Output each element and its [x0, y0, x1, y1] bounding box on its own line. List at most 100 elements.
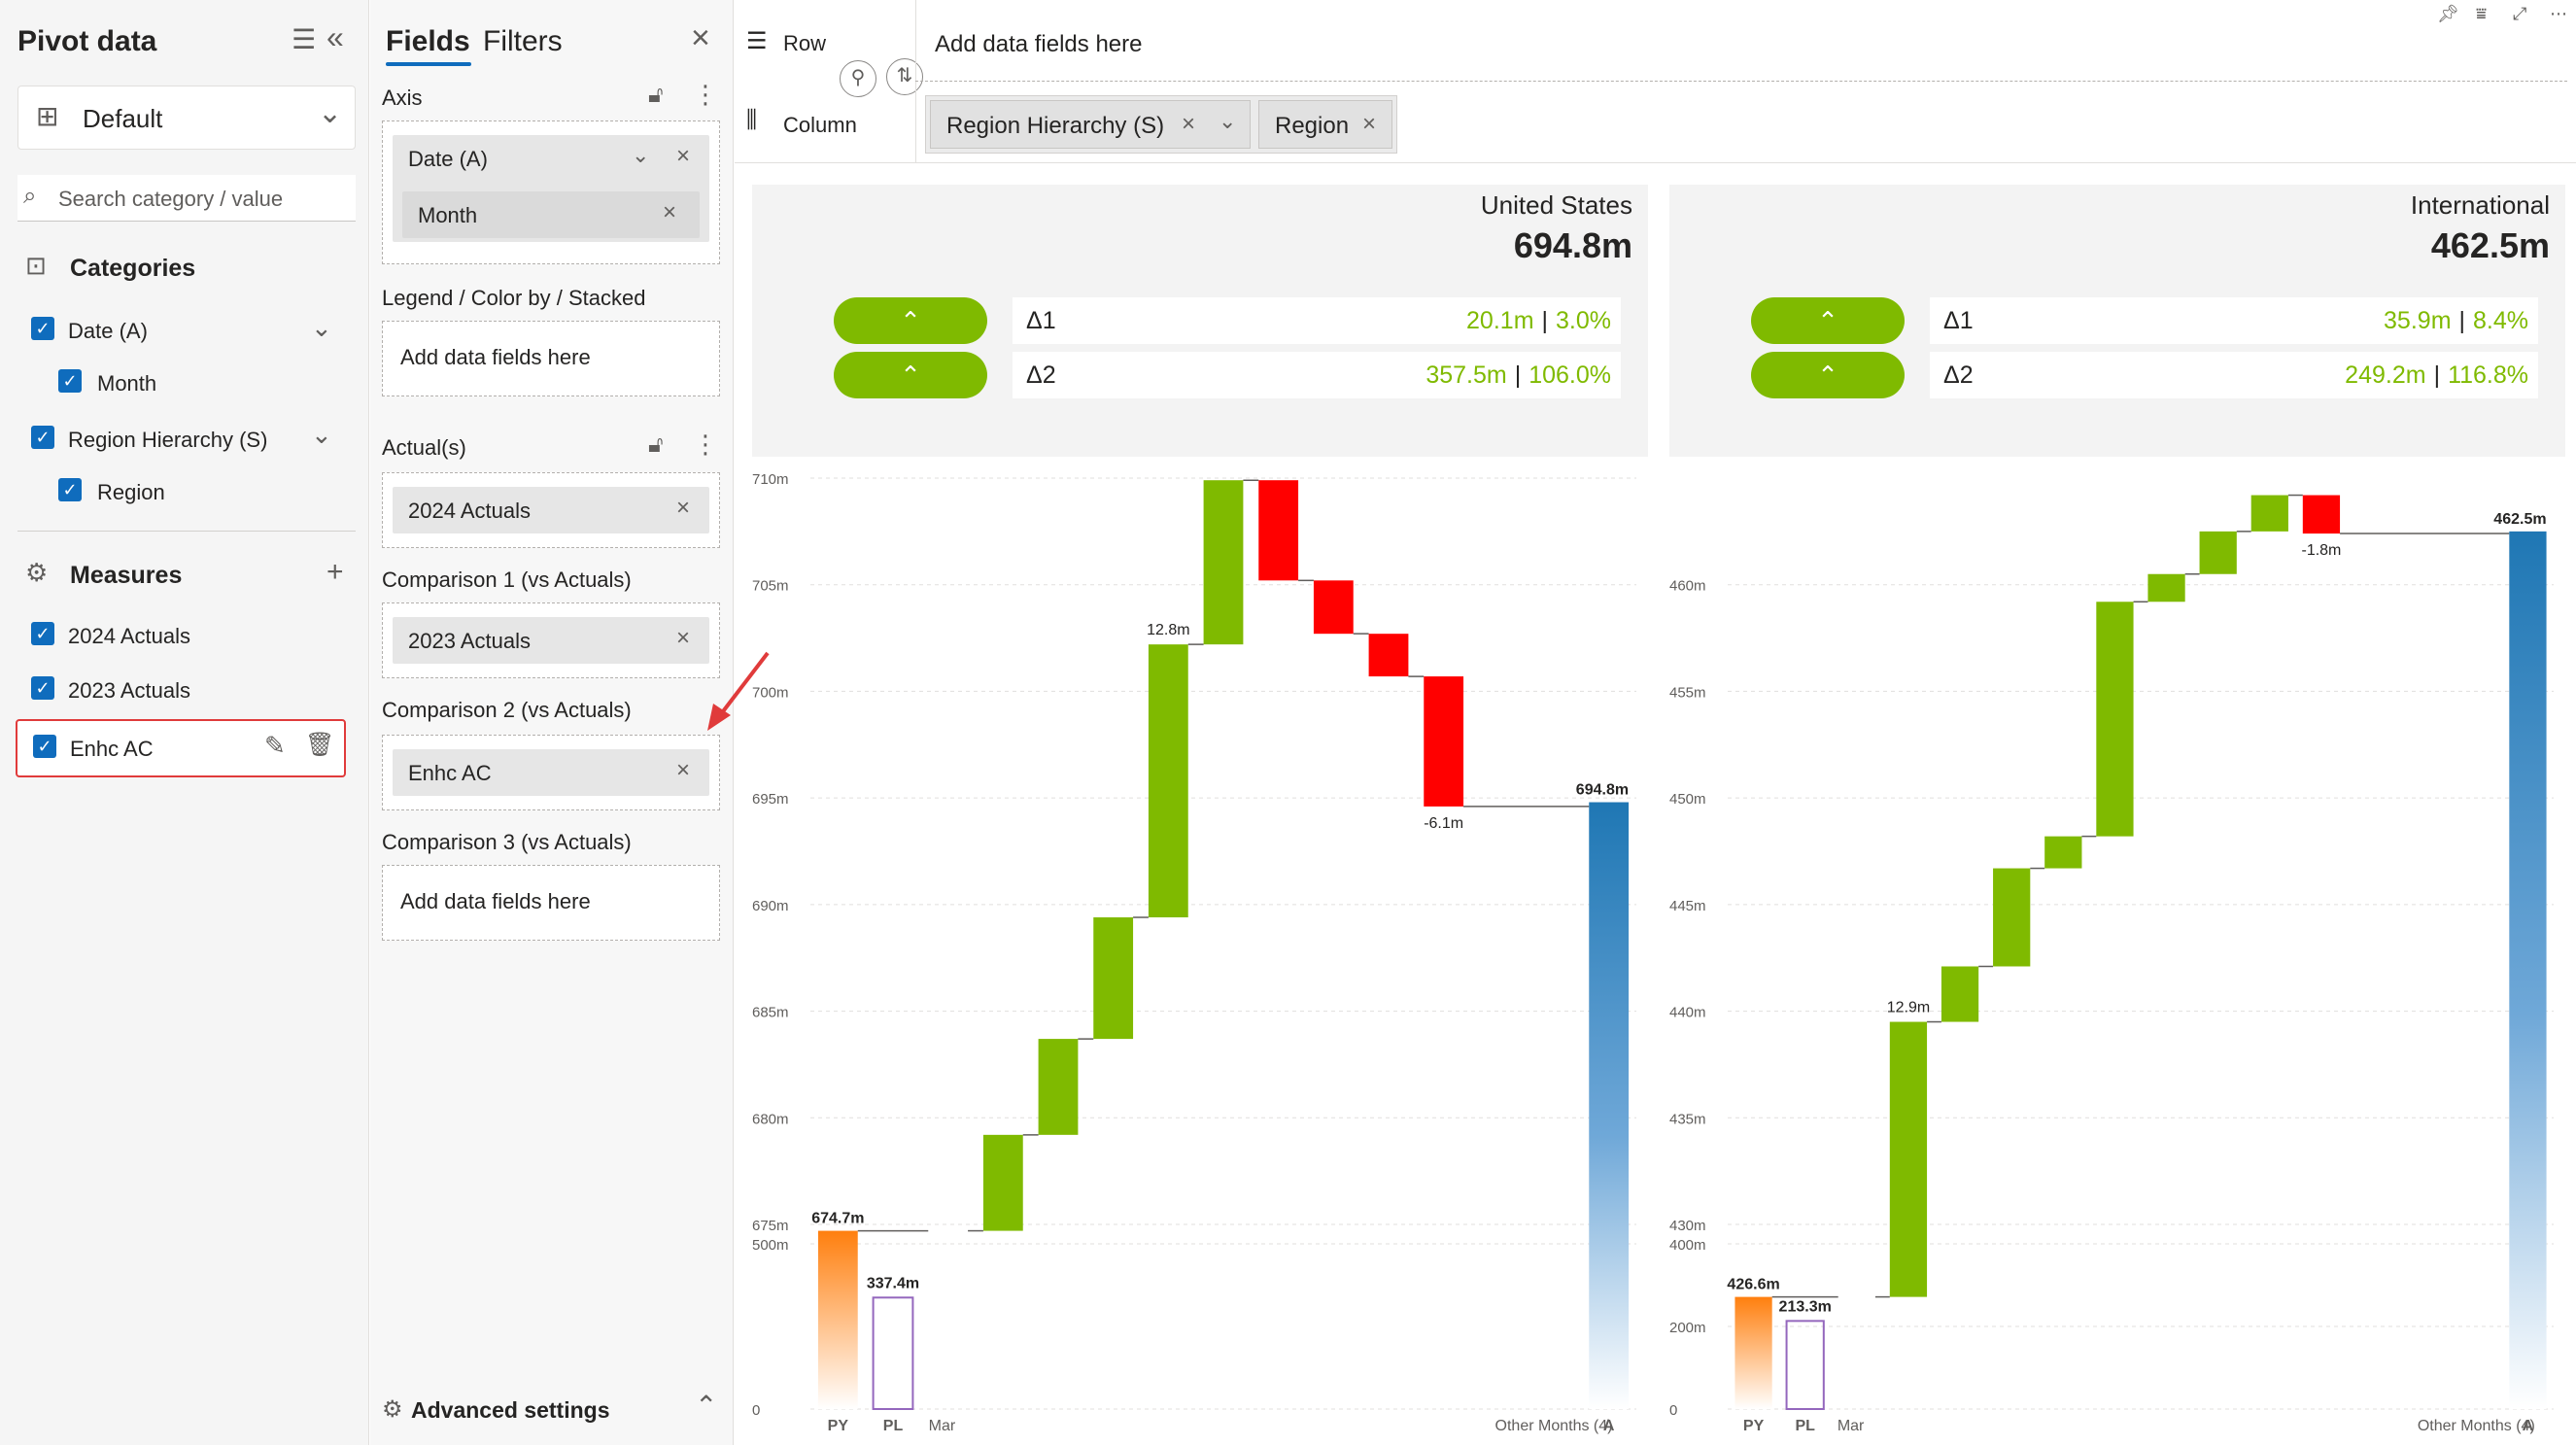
delta1-row: Δ1 35.9m | 8.4%	[1930, 297, 2538, 344]
legend-well[interactable]: Add data fields here	[382, 321, 720, 396]
measure-item-2024-actuals[interactable]: ✓ 2024 Actuals	[0, 618, 369, 657]
comparison3-well[interactable]: Add data fields here	[382, 865, 720, 941]
step-data-label: -1.8m	[2301, 542, 2341, 559]
y-tick-label: 675m	[752, 1218, 789, 1234]
swap-icon[interactable]: ⇅	[886, 58, 923, 95]
collapse-icon[interactable]: «	[326, 19, 344, 54]
close-icon[interactable]: ×	[691, 19, 710, 56]
checkbox[interactable]: ✓	[58, 478, 82, 501]
row-placeholder: Add data fields here	[935, 31, 1143, 57]
expand-icon[interactable]: ⤢	[2513, 4, 2527, 23]
x-label-mar: Mar	[929, 1418, 956, 1434]
more-icon[interactable]: ⋯	[2550, 4, 2567, 23]
increase-bar	[1148, 644, 1188, 918]
column-field-region-hierarchy[interactable]: Region Hierarchy (S) × ⌄	[930, 100, 1251, 149]
actual-data-label: 462.5m	[2493, 511, 2546, 528]
chevron-down-icon[interactable]: ⌄	[632, 143, 650, 167]
checkbox[interactable]: ✓	[58, 369, 82, 393]
measure-label: 2023 Actuals	[68, 678, 190, 703]
actuals-field-chip[interactable]: 2024 Actuals ×	[393, 487, 709, 533]
delta-pct: 106.0%	[1528, 361, 1611, 389]
lock-icon[interactable]: 🔓︎	[648, 431, 664, 458]
tab-filters[interactable]: Filters	[483, 25, 563, 57]
increase-bar	[982, 1134, 1023, 1231]
row-label[interactable]: Row	[783, 31, 827, 55]
remove-icon[interactable]: ×	[1362, 111, 1377, 137]
increase-bar	[1941, 966, 1979, 1022]
remove-icon[interactable]: ×	[1182, 111, 1196, 137]
axis-well[interactable]: Date (A) ⌄ × Month ×	[382, 120, 720, 264]
remove-icon[interactable]: ×	[676, 757, 691, 783]
category-item-region[interactable]: ✓ Region	[0, 478, 369, 517]
chevron-down-icon[interactable]: ⌄	[311, 420, 332, 449]
remove-icon[interactable]: ×	[676, 495, 691, 521]
checkbox[interactable]: ✓	[31, 426, 54, 449]
y-tick-label: 435m	[1669, 1111, 1706, 1127]
column-field-region[interactable]: Region ×	[1258, 100, 1392, 149]
x-label-other-months: Other Months (4)	[1495, 1418, 1613, 1434]
more-icon[interactable]: ⋮	[693, 80, 718, 109]
filter-icon[interactable]: ⩸	[2476, 4, 2487, 23]
decrease-bar	[1424, 676, 1464, 807]
py-data-label: 426.6m	[1727, 1277, 1779, 1293]
tab-fields[interactable]: Fields	[386, 25, 470, 57]
chevron-down-icon[interactable]: ⌄	[1219, 109, 1237, 133]
sliders-icon[interactable]: ☰	[292, 24, 317, 54]
axis-field-date[interactable]: Date (A) ⌄ × Month ×	[393, 135, 709, 242]
remove-icon[interactable]: ×	[663, 199, 677, 225]
chevron-up-icon[interactable]: ⌃	[695, 1391, 718, 1421]
checkbox[interactable]: ✓	[31, 676, 54, 700]
chip-label: Region Hierarchy (S)	[946, 113, 1165, 139]
delta-pct: 3.0%	[1556, 307, 1611, 334]
measure-item-enhc-ac[interactable]: ✓ Enhc AC ✎ 🗑	[16, 719, 346, 777]
chip-label: 2024 Actuals	[408, 499, 531, 523]
chip-label: 2023 Actuals	[408, 629, 531, 653]
more-icon[interactable]: ⋮	[693, 430, 718, 459]
remove-icon[interactable]: ×	[676, 625, 691, 651]
checkbox[interactable]: ✓	[31, 622, 54, 645]
chip-label: Date (A)	[408, 147, 488, 171]
checkbox[interactable]: ✓	[33, 735, 56, 758]
comparison2-field-chip[interactable]: Enhc AC ×	[393, 749, 709, 796]
column-label[interactable]: Column	[783, 113, 857, 137]
advanced-settings[interactable]: Advanced settings	[411, 1397, 610, 1423]
delete-icon[interactable]: 🗑	[305, 732, 335, 758]
add-measure-icon[interactable]: +	[326, 556, 344, 588]
search-input[interactable]: ⌕ Search category / value	[17, 175, 356, 222]
axis-field-month[interactable]: Month ×	[402, 191, 700, 238]
row-drop-area[interactable]: Add data fields here	[915, 8, 2567, 82]
category-item-region-hierarchy[interactable]: ✓ Region Hierarchy (S) ⌄	[0, 420, 369, 463]
checkbox[interactable]: ✓	[31, 317, 54, 340]
chevron-down-icon[interactable]: ⌄	[311, 313, 332, 342]
layout-dropdown[interactable]: ⊞ Default ⌄	[17, 86, 356, 150]
comparison3-label: Comparison 3 (vs Actuals)	[382, 830, 632, 854]
lock-icon[interactable]: 🔓︎	[648, 82, 664, 108]
edit-icon[interactable]: ✎	[264, 731, 286, 760]
kpi-card: United States 694.8m ⌃ ⌃ Δ1 20.1m | 3.0% Δ…	[752, 185, 1648, 457]
actuals-well[interactable]: 2024 Actuals ×	[382, 472, 720, 548]
comparison1-well[interactable]: 2023 Actuals ×	[382, 602, 720, 678]
x-label-mar: Mar	[1838, 1418, 1865, 1434]
remove-icon[interactable]: ×	[676, 143, 691, 169]
comparison2-well[interactable]: Enhc AC ×	[382, 735, 720, 810]
category-item-date[interactable]: ✓ Date (A) ⌄	[0, 313, 369, 352]
delta-value: 20.1m | 3.0%	[1466, 307, 1611, 334]
panel-international: International 462.5m ⌃ ⌃ Δ1 35.9m | 8.4% Δ…	[1669, 185, 2565, 1438]
delta-value: 249.2m | 116.8%	[2345, 361, 2528, 389]
y-tick-label: 430m	[1669, 1218, 1706, 1234]
delta2-row: Δ2 249.2m | 116.8%	[1930, 352, 2538, 398]
pl-bar	[1785, 1320, 1825, 1410]
column-drop-area[interactable]: Region Hierarchy (S) × ⌄ Region ×	[925, 95, 1397, 154]
category-item-month[interactable]: ✓ Month	[0, 369, 369, 408]
divider	[17, 531, 356, 532]
active-tab-indicator	[386, 62, 471, 66]
comparison1-field-chip[interactable]: 2023 Actuals ×	[393, 617, 709, 664]
pin-icon[interactable]: 📌︎	[2437, 4, 2459, 23]
increase-bar	[2096, 602, 2134, 837]
chip-label: Enhc AC	[408, 761, 492, 785]
link-icon[interactable]: ⚲	[840, 60, 876, 97]
x-label-actual: A	[2523, 1418, 2534, 1434]
measure-item-2023-actuals[interactable]: ✓ 2023 Actuals	[0, 672, 369, 711]
chip-label: Month	[418, 203, 478, 227]
